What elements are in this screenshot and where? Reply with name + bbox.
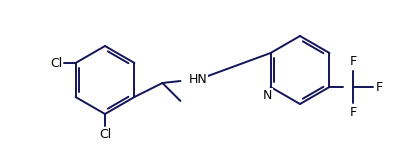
Text: Cl: Cl — [99, 128, 111, 140]
Text: Cl: Cl — [50, 56, 63, 69]
Text: F: F — [375, 80, 383, 93]
Text: N: N — [263, 89, 272, 102]
Text: HN: HN — [188, 72, 207, 85]
Text: F: F — [350, 55, 357, 68]
Text: N: N — [263, 89, 272, 102]
Text: F: F — [350, 106, 357, 119]
